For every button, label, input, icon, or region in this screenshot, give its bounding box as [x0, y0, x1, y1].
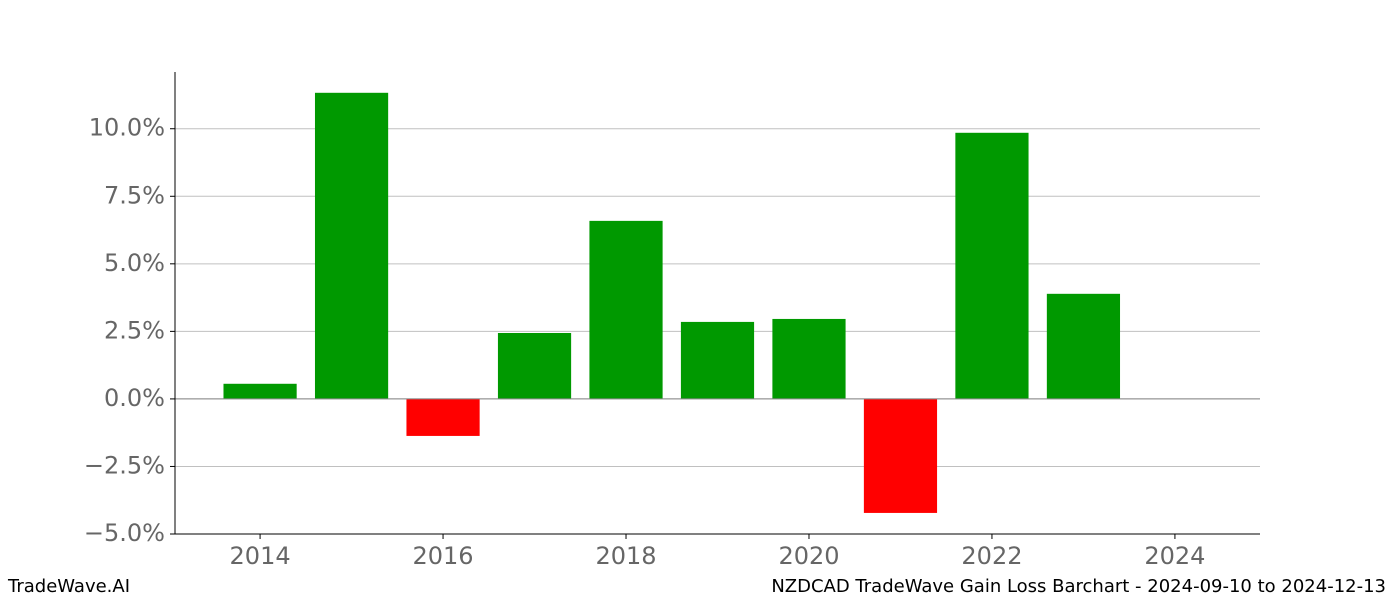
chart-title: NZDCAD TradeWave Gain Loss Barchart - 20… — [771, 576, 1386, 597]
x-tick-label: 2022 — [961, 542, 1022, 570]
y-tick-label: −5.0% — [84, 519, 165, 547]
bar — [314, 92, 389, 399]
bar — [680, 321, 755, 399]
x-tick-label: 2018 — [595, 542, 656, 570]
x-tick-label: 2016 — [413, 542, 474, 570]
y-tick-label: 10.0% — [89, 114, 165, 142]
y-tick-label: 5.0% — [104, 249, 165, 277]
bar — [497, 332, 572, 399]
watermark: TradeWave.AI — [7, 576, 130, 597]
bar — [589, 220, 663, 399]
bar — [1046, 293, 1121, 399]
x-tick-label: 2020 — [778, 542, 839, 570]
bar — [772, 318, 846, 399]
bar — [406, 398, 480, 436]
y-tick-label: −2.5% — [84, 451, 165, 479]
bar — [955, 132, 1029, 399]
y-tick-label: 0.0% — [104, 384, 165, 412]
bar — [223, 383, 297, 399]
bar — [863, 398, 938, 513]
y-tick-label: 2.5% — [104, 316, 165, 344]
x-tick-label: 2014 — [230, 542, 291, 570]
x-tick-label: 2024 — [1144, 542, 1205, 570]
y-tick-label: 7.5% — [104, 181, 165, 209]
